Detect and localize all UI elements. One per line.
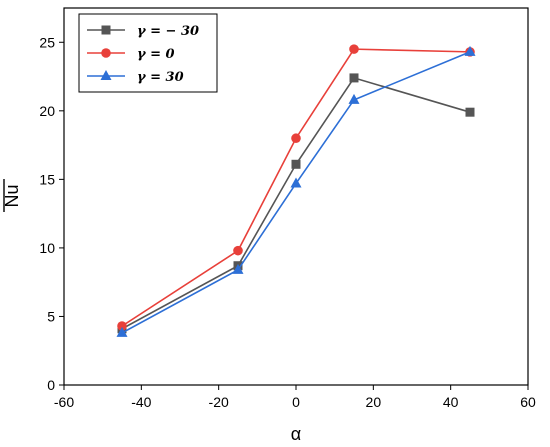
y-tick-label: 25 xyxy=(39,34,55,50)
x-tick-label: 0 xyxy=(292,394,300,410)
legend-label: γ = 0 xyxy=(137,47,175,62)
y-tick-label: 5 xyxy=(47,308,55,324)
axes xyxy=(59,7,529,390)
series-layer xyxy=(116,44,476,337)
y-tick-label: 0 xyxy=(47,377,55,393)
x-tick-label: -40 xyxy=(131,394,151,410)
legend-marker xyxy=(101,25,111,35)
data-point xyxy=(117,321,127,331)
data-point xyxy=(348,93,360,104)
x-tick-label: -20 xyxy=(209,394,229,410)
data-point xyxy=(232,263,244,274)
data-point xyxy=(291,133,301,144)
y-axis-label: Nu xyxy=(2,184,22,207)
legend-marker xyxy=(101,48,111,58)
data-point xyxy=(291,159,301,169)
x-tick-label: -60 xyxy=(54,394,74,410)
legend-label: γ = 30 xyxy=(137,70,184,85)
y-tick-label: 10 xyxy=(39,240,55,256)
data-point xyxy=(290,177,302,188)
series-line xyxy=(121,51,471,334)
tick-labels: -60 -40 -20 0 20 40 60 0 5 10 15 20 25 xyxy=(39,34,536,410)
series-2 xyxy=(116,45,476,337)
data-point xyxy=(464,45,476,56)
x-tick-label: 60 xyxy=(520,394,536,410)
x-axis-label: α xyxy=(291,424,301,444)
y-axis-label-group: Nu xyxy=(2,179,22,212)
y-tick-label: 15 xyxy=(39,171,55,187)
data-point xyxy=(465,107,475,117)
data-point xyxy=(349,44,359,54)
y-tick-label: 20 xyxy=(39,103,55,119)
data-point xyxy=(233,245,243,256)
legend: γ = − 30 γ = 0 γ = 30 xyxy=(78,13,218,93)
legend-marker xyxy=(100,70,112,80)
series-line xyxy=(121,76,471,330)
data-point xyxy=(116,326,128,337)
data-point xyxy=(349,73,359,83)
x-tick-label: 40 xyxy=(443,394,459,410)
legend-label: γ = − 30 xyxy=(137,24,199,39)
x-tick-label: 20 xyxy=(366,394,382,410)
